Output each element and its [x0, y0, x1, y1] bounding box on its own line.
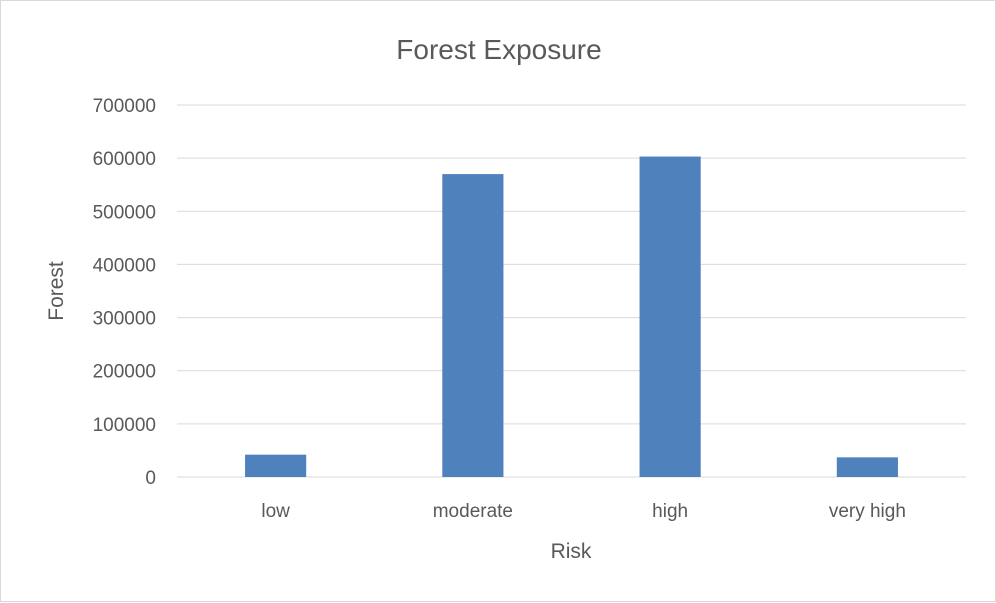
chart-title: Forest Exposure [396, 34, 601, 65]
bar-low [245, 454, 307, 477]
bar-high [639, 156, 701, 477]
y-axis-title: Forest [45, 261, 68, 321]
y-tick-label: 400000 [93, 255, 156, 276]
x-tick-label: low [261, 501, 290, 522]
y-tick-label: 200000 [93, 362, 156, 383]
bar-very-high [836, 457, 898, 477]
x-tick-label: very high [829, 501, 906, 522]
x-axis-tick-labels: low moderate high very high [261, 501, 906, 522]
x-tick-label: high [652, 501, 688, 522]
y-axis-tick-labels: 0 100000 200000 300000 400000 500000 600000 700… [93, 96, 156, 489]
x-axis-title: Risk [551, 540, 592, 563]
bar-moderate [442, 174, 504, 478]
x-tick-label: moderate [433, 501, 513, 522]
y-tick-label: 700000 [93, 96, 156, 117]
y-tick-label: 100000 [93, 415, 156, 436]
y-tick-label: 0 [145, 468, 156, 489]
y-tick-label: 300000 [93, 309, 156, 330]
gridlines [177, 104, 966, 478]
y-tick-label: 500000 [93, 202, 156, 223]
y-tick-label: 600000 [93, 149, 156, 170]
bars [245, 156, 898, 478]
